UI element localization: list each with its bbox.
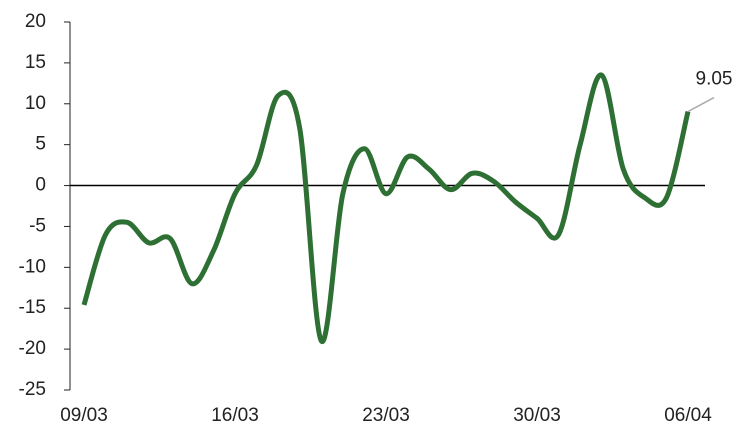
y-tick-label: -20 — [19, 338, 46, 359]
x-tick-label: 09/03 — [60, 405, 108, 426]
y-tick-label: -25 — [19, 379, 46, 400]
y-tick-label: 15 — [25, 52, 46, 73]
label-leader — [687, 96, 715, 113]
y-tick-label: -15 — [19, 297, 46, 318]
x-tick-label: 23/03 — [362, 405, 410, 426]
line — [81, 72, 691, 344]
x-tick-label: 06/04 — [664, 405, 712, 426]
y-tick-label: -10 — [19, 256, 46, 277]
x-tick-label: 30/03 — [513, 405, 561, 426]
y-tick-label: 10 — [25, 93, 46, 114]
value-label: 9.05 — [696, 69, 733, 90]
y-tick-label: 20 — [25, 11, 46, 32]
y-tick-label: 0 — [35, 175, 46, 196]
y-tick-label: -5 — [29, 215, 46, 236]
y-tick-label: 5 — [35, 134, 46, 155]
x-tick-label: 16/03 — [211, 405, 259, 426]
